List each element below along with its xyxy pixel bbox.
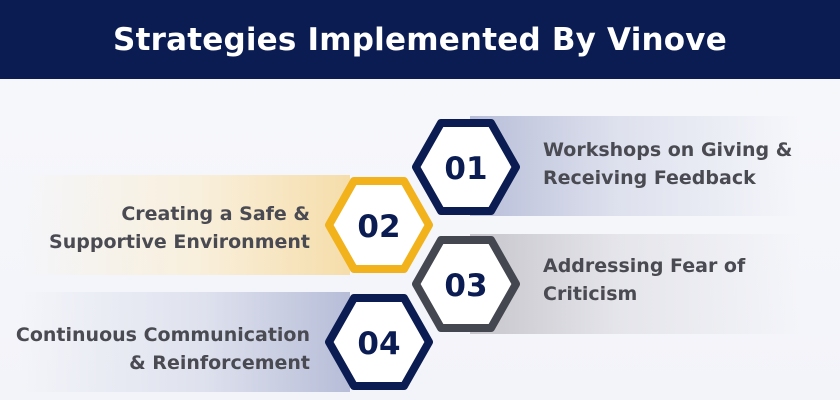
hexagon-04-number: 04 [357, 326, 400, 362]
step-02-band [20, 175, 350, 275]
step-04-line1: Continuous Communication [15, 324, 310, 346]
step-02-line1: Creating a Safe & [121, 203, 310, 225]
page-title: Strategies Implemented By Vinove [113, 21, 727, 58]
step-02-label: Creating a Safe & Supportive Environment [49, 200, 310, 256]
step-03-band [470, 234, 800, 334]
step-03-label: Addressing Fear of Criticism [543, 252, 745, 308]
step-04-label: Continuous Communication & Reinforcement [16, 321, 310, 377]
step-02-line2: Supportive Environment [49, 231, 310, 253]
hexagon-03-number: 03 [444, 268, 487, 304]
step-04-line2: & Reinforcement [129, 352, 310, 374]
step-01-band [470, 116, 800, 216]
step-01-line1: Workshops on Giving & [543, 139, 793, 161]
step-04-band [20, 292, 350, 392]
hexagon-03: 03 [412, 236, 520, 332]
hexagon-01: 01 [412, 119, 520, 215]
step-01-label: Workshops on Giving & Receiving Feedback [543, 136, 792, 192]
hexagon-02-number: 02 [357, 209, 400, 245]
hexagon-04: 04 [325, 294, 433, 390]
hexagon-01-number: 01 [444, 151, 487, 187]
step-03-line2: Criticism [543, 283, 638, 305]
title-banner: Strategies Implemented By Vinove [0, 0, 840, 79]
step-01-line2: Receiving Feedback [543, 167, 756, 189]
hexagon-02: 02 [325, 177, 433, 273]
step-03-line1: Addressing Fear of [543, 255, 746, 277]
